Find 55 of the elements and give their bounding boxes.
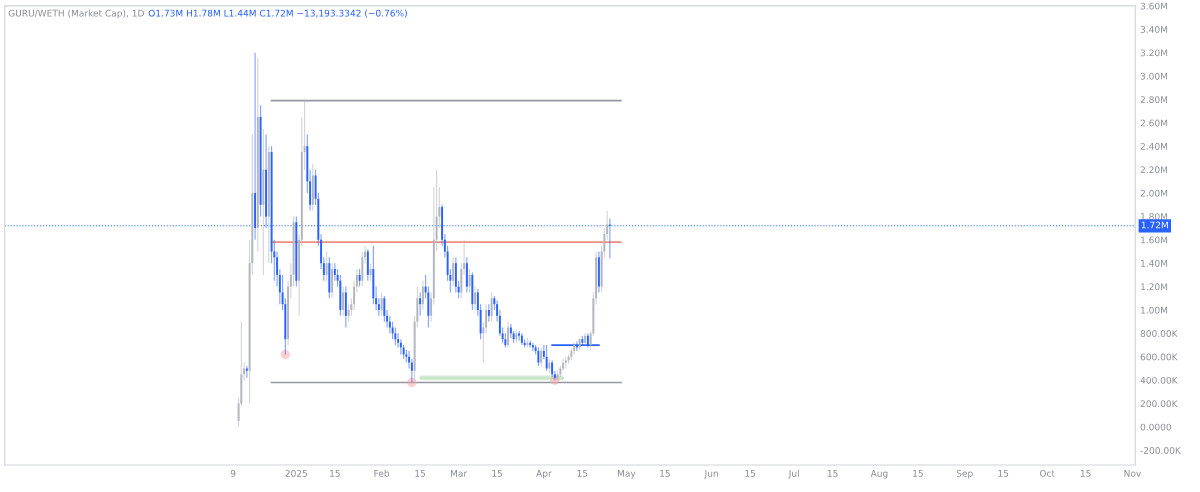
x-tick-label: Mar	[450, 470, 468, 477]
y-tick-label: 3.60M	[1140, 2, 1168, 10]
x-tick-label: Jul	[788, 469, 799, 479]
x-tick-label: Oct	[1039, 469, 1055, 477]
y-tick-label: 2.40M	[1140, 142, 1168, 150]
y-tick-label: 400.00K	[1140, 376, 1178, 384]
ref-line-label: 1.72M	[1141, 221, 1168, 229]
x-tick-label: May	[617, 470, 636, 479]
x-tick-label: 15	[492, 470, 503, 477]
y-tick-label: 600.00K	[1140, 353, 1178, 361]
x-tick-label: 15	[913, 470, 923, 477]
y-tick-label: 0.0000	[1140, 423, 1172, 431]
candlestick	[542, 344, 545, 360]
x-tick-label: 15	[745, 470, 756, 477]
x-tick-label: 9	[230, 469, 236, 477]
y-tick-label: 3.20M	[1140, 49, 1168, 57]
y-tick-label: 1.60M	[1141, 236, 1168, 244]
x-tick-label: Jun	[704, 470, 718, 479]
x-tick-label: Aug	[870, 470, 888, 479]
y-tick-label: 2.20M	[1140, 166, 1168, 174]
x-tick-label: 15	[998, 470, 1009, 477]
annotation: O1.73M H1.78M L1.44M C1.72M −13,193.3342 (−0.76%)	[148, 9, 407, 18]
point	[280, 349, 290, 360]
y-tick-label: 800.00K	[1140, 330, 1178, 337]
candlestick	[518, 330, 521, 341]
candlestick	[509, 323, 512, 339]
x-tick-label: 15	[827, 470, 838, 477]
candlestick	[408, 350, 411, 370]
x-tick-label: 15	[660, 470, 670, 477]
candlestick	[364, 245, 367, 264]
candlestick	[386, 309, 389, 329]
candlestick	[553, 370, 556, 381]
y-tick-label: 3.40M	[1140, 26, 1168, 33]
x-tick-label: Sep	[956, 469, 973, 479]
y-tick-label: 1.20M	[1141, 283, 1168, 291]
chart-title: GURU/WETH (Market Cap), 1D	[8, 9, 144, 19]
candlestick	[487, 303, 490, 323]
x-tick-label: 15	[415, 470, 426, 477]
y-tick-label: 200.00K	[1140, 400, 1178, 408]
y-tick-label: 1.00M	[1141, 306, 1168, 314]
y-tick-label: 2.00M	[1140, 189, 1168, 197]
y-tick-label: 2.60M	[1140, 119, 1168, 127]
x-tick-label: 2025	[285, 469, 308, 477]
x-tick-label: 15	[330, 470, 340, 477]
y-tick-label: 2.80M	[1140, 96, 1168, 104]
y-tick-label: 1.40M	[1141, 259, 1168, 267]
y-tick-label: 1.80M	[1141, 213, 1168, 220]
y-tick-label: 3.00M	[1140, 72, 1168, 80]
candlestick	[388, 315, 391, 334]
x-tick-label: Apr	[536, 470, 552, 479]
y-tick-label: -200.00K	[1140, 447, 1182, 454]
x-tick-label: 15	[577, 470, 588, 477]
x-tick-label: Nov	[1124, 470, 1141, 477]
x-tick-label: 15	[1080, 470, 1091, 477]
x-tick-label: Feb	[374, 469, 390, 477]
